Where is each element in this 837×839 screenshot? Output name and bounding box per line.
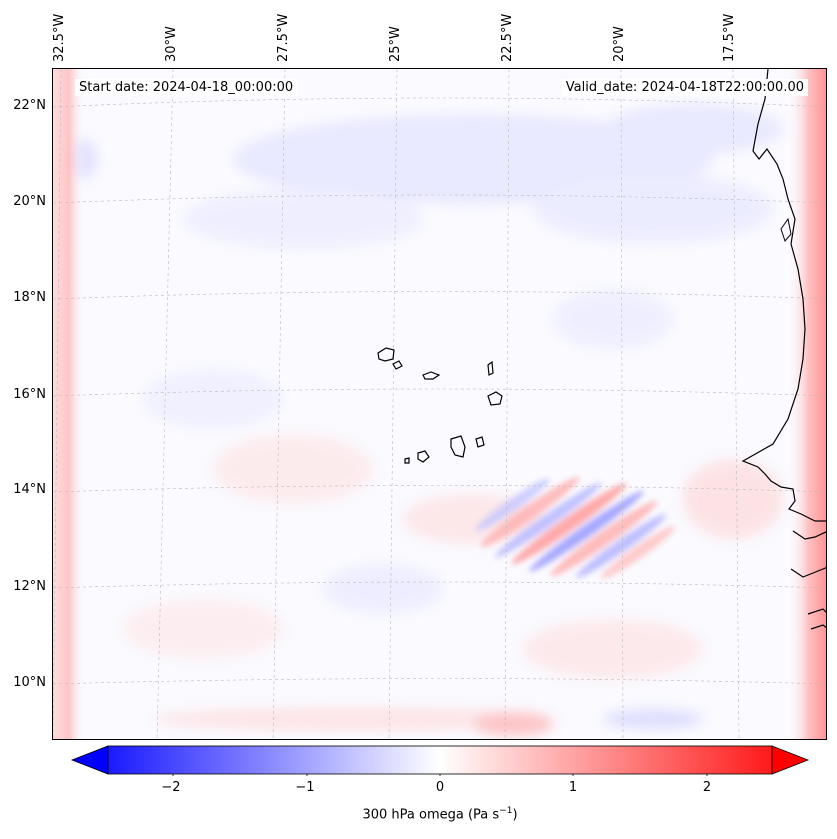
- island-sal: [487, 360, 494, 376]
- colorbar: [70, 745, 810, 776]
- colorbar-label-close: ): [512, 807, 518, 823]
- lon-label-17-5w: 17.5°W: [722, 13, 737, 62]
- lon-label-32-5w: 32.5°W: [52, 13, 67, 62]
- valid-date-label: Valid_date: 2024-04-18T22:00:00.00: [561, 79, 808, 96]
- island-brava: [404, 457, 410, 464]
- omega-field: [53, 69, 826, 739]
- colorbar-tick-minus-2: −2: [161, 780, 181, 795]
- island-maio: [475, 436, 485, 448]
- right-boundary-band: [788, 69, 826, 739]
- dakar-peninsula: [780, 217, 792, 242]
- lon-label-22-5w: 22.5°W: [500, 13, 515, 62]
- colorbar-tick-2: 2: [702, 780, 712, 795]
- cape-verde-islands: [377, 347, 503, 464]
- island-sao-vicente: [392, 360, 403, 370]
- lon-label-20w: 20°W: [612, 26, 627, 62]
- positive-omega-patches: [123, 434, 783, 736]
- island-boa-vista: [487, 391, 503, 406]
- lat-label-22n: 22°N: [13, 98, 46, 113]
- island-sao-nicolau: [422, 371, 441, 380]
- colorbar-label: 300 hPa omega (Pa s−1): [0, 806, 837, 822]
- colorbar-label-exponent: −1: [499, 806, 513, 816]
- start-date-label: Start date: 2024-04-18_00:00:00: [75, 79, 298, 96]
- colorbar-tick-0: 0: [435, 780, 445, 795]
- colorbar-tick-minus-1: −1: [295, 780, 315, 795]
- colorbar-high-extension: [771, 745, 810, 775]
- island-fogo: [417, 450, 430, 463]
- map-panel: Start date: 2024-04-18_00:00:00 Valid_da…: [52, 68, 827, 740]
- colorbar-low-extension: [70, 745, 109, 775]
- lat-label-20n: 20°N: [13, 194, 46, 209]
- island-santo-antao: [377, 347, 395, 362]
- left-boundary-band: [53, 69, 85, 739]
- lat-label-14n: 14°N: [13, 482, 46, 497]
- lat-label-16n: 16°N: [13, 387, 46, 402]
- wave-train: [475, 477, 675, 579]
- gridlines: [53, 69, 826, 739]
- lat-label-10n: 10°N: [13, 675, 46, 690]
- lat-label-18n: 18°N: [13, 290, 46, 305]
- lon-label-27-5w: 27.5°W: [276, 13, 291, 62]
- negative-omega-patches: [68, 104, 783, 729]
- lat-label-12n: 12°N: [13, 579, 46, 594]
- island-santiago: [450, 435, 466, 458]
- colorbar-tick-1: 1: [568, 780, 578, 795]
- african-coastline: [741, 69, 826, 630]
- lon-label-30w: 30°W: [164, 26, 179, 62]
- colorbar-label-text: 300 hPa omega (Pa s: [362, 807, 500, 823]
- lon-label-25w: 25°W: [388, 26, 403, 62]
- colorbar-ticks: [172, 774, 708, 776]
- colorbar-gradient: [107, 745, 773, 775]
